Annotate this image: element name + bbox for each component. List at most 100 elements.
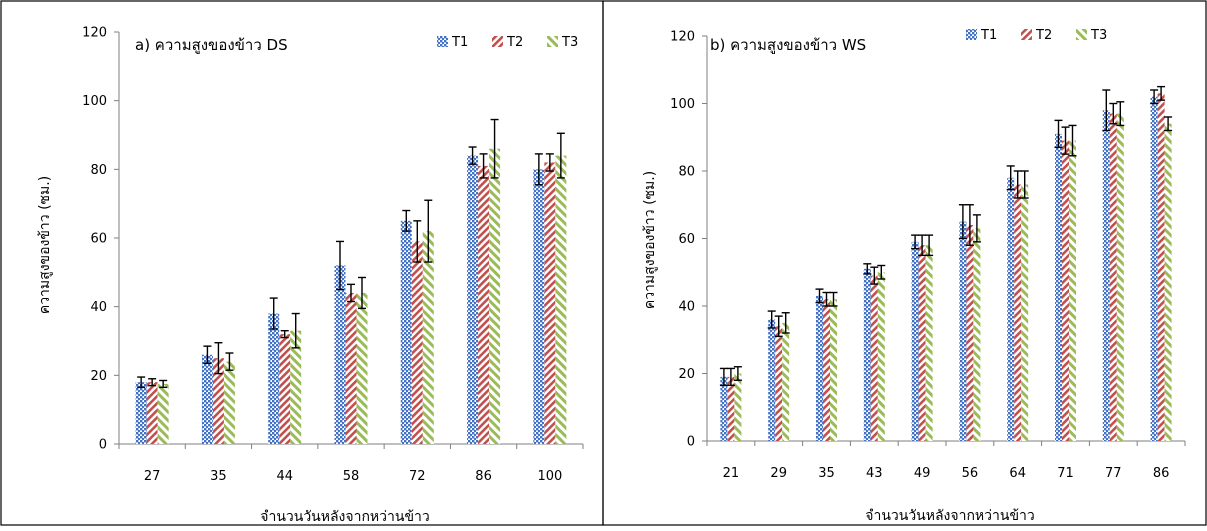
bar-t2: [1062, 140, 1069, 441]
bar-t2: [212, 358, 224, 444]
bar-t2: [727, 376, 735, 441]
error-bar-t2: [280, 330, 289, 339]
panel-a: a) ความสูงของข้าว DS จำนวนวันหลังจากหว่า…: [37, 36, 430, 525]
bar-t1: [959, 221, 967, 441]
error-bar-t2: [965, 204, 974, 246]
bar-t2: [544, 162, 556, 444]
x-tick-label: 58: [343, 469, 360, 484]
error-bar-t3: [925, 234, 934, 257]
legend-swatch-t1: [966, 29, 977, 40]
error-bar-t1: [534, 153, 543, 186]
bar-t3: [973, 228, 981, 441]
bar-t2: [918, 245, 926, 441]
error-bar-t3: [159, 379, 168, 389]
error-bar-t2: [870, 266, 879, 285]
bar-t3: [877, 272, 885, 441]
bar-t3: [925, 245, 933, 441]
error-bar-t3: [972, 214, 981, 243]
bar-t1: [135, 382, 147, 444]
error-bar-t1: [767, 310, 776, 329]
error-bar-t3: [291, 312, 300, 349]
error-bar-t2: [545, 153, 554, 172]
error-bar-t3: [877, 264, 886, 280]
error-bar-t2: [822, 291, 831, 307]
error-bar-t3: [424, 199, 433, 263]
y-tick-label: 120: [82, 26, 107, 41]
panel-b-title: b) ความสูงของข้าว WS: [710, 36, 866, 54]
error-bar-t2: [1157, 85, 1166, 101]
bar-t1: [268, 313, 280, 444]
error-bar-t1: [1150, 89, 1159, 105]
y-tick-label: 40: [90, 300, 107, 315]
y-tick-label: 0: [99, 438, 107, 453]
legend-label-t3: T3: [561, 35, 578, 50]
panel-a-frame: [0, 0, 604, 526]
bar-t2: [279, 334, 291, 444]
legend-label-t1: T1: [451, 35, 468, 50]
bar-t1: [334, 265, 346, 444]
bar-t3: [489, 148, 501, 444]
legend-swatch-t3: [547, 36, 558, 47]
y-tick-label: 80: [678, 165, 695, 180]
legend-swatch-t3: [1076, 29, 1087, 40]
bar-t1: [720, 376, 728, 441]
error-bar-t2: [1013, 170, 1022, 199]
error-bar-t1: [402, 209, 411, 232]
x-tick-label: 21: [723, 466, 740, 481]
error-bar-t2: [726, 367, 735, 387]
bar-t3: [1164, 123, 1172, 441]
legend-a: T1 T2 T3: [437, 35, 578, 50]
error-bar-t1: [1006, 165, 1015, 191]
bar-t1: [768, 319, 776, 441]
x-tick-label: 43: [866, 466, 883, 481]
bar-t1: [400, 220, 412, 444]
error-bar-t3: [1068, 124, 1077, 157]
bar-t1: [533, 169, 545, 445]
error-bar-t2: [918, 234, 927, 257]
legend-swatch-t2: [1021, 29, 1032, 40]
bar-t1: [863, 268, 871, 441]
bar-t3: [1116, 113, 1124, 441]
bar-t1: [1007, 177, 1015, 441]
legend-b: T1 T2 T3: [966, 28, 1107, 43]
panel-a-xlabel: จำนวนวันหลังจากหว่านข้าว: [260, 509, 430, 525]
x-tick-label: 56: [962, 466, 979, 481]
x-tick-label: 35: [210, 469, 227, 484]
legend-label-t2: T2: [1035, 28, 1052, 43]
legend-swatch-t2: [492, 36, 503, 47]
bar-t2: [1014, 184, 1022, 441]
panel-b-frame: [602, 0, 1207, 526]
error-bar-t1: [815, 288, 824, 304]
bar-t2: [345, 292, 357, 444]
x-tick-label: 86: [475, 469, 492, 484]
x-tick-label: 27: [144, 469, 161, 484]
bar-t2: [146, 382, 158, 444]
legend-label-t3: T3: [1090, 28, 1107, 43]
y-tick-label: 20: [90, 369, 107, 384]
error-bar-t3: [490, 118, 499, 179]
bar-t2: [1157, 93, 1165, 441]
error-bar-t3: [358, 276, 366, 310]
error-bar-t1: [269, 297, 278, 330]
bar-t3: [290, 330, 302, 444]
bar-t3: [356, 292, 368, 444]
error-bar-t2: [774, 315, 783, 338]
bar-t3: [830, 299, 837, 441]
bar-t3: [555, 155, 567, 444]
bar-t3: [157, 383, 169, 444]
bar-t1: [1055, 133, 1062, 441]
x-tick-label: 44: [276, 469, 293, 484]
bar-t1: [467, 155, 479, 444]
y-tick-label: 60: [90, 232, 107, 247]
panel-a-title: a) ความสูงของข้าว DS: [135, 36, 288, 54]
error-bar-t3: [556, 132, 565, 179]
bar-t2: [411, 241, 423, 444]
error-bar-t2: [148, 378, 157, 387]
bar-t1: [911, 241, 919, 441]
legend-swatch-t1: [437, 36, 448, 47]
legend-label-t2: T2: [506, 35, 523, 50]
x-tick-label: 71: [1057, 466, 1074, 481]
